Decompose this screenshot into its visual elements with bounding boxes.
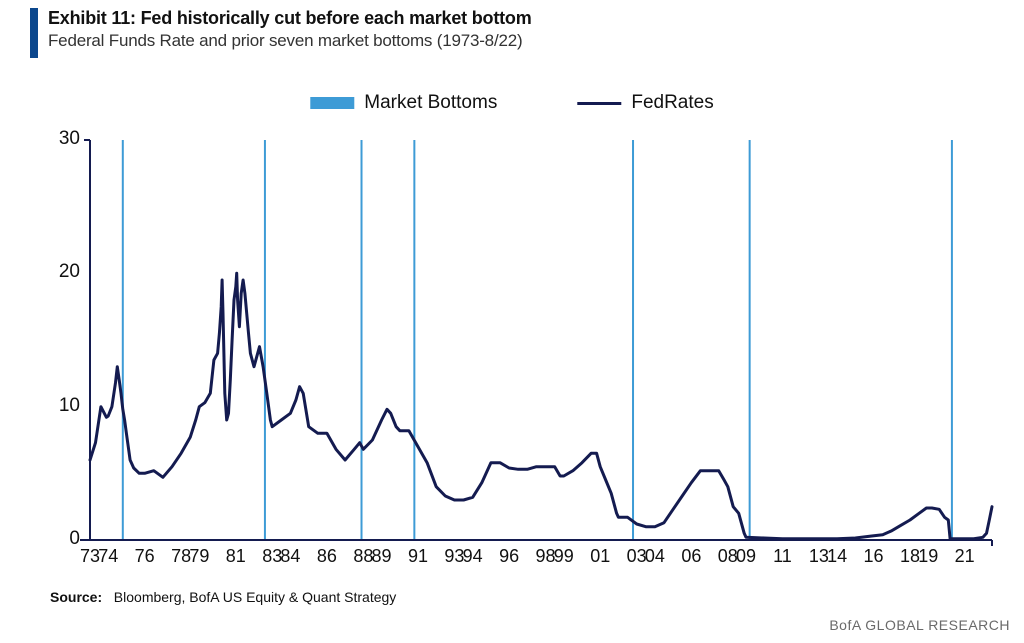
x-tick-label: 01 [590,546,610,567]
x-tick-label: 19 [918,546,938,567]
x-tick-label: 81 [226,546,246,567]
x-tick-label: 79 [189,546,209,567]
legend-item-market-bottoms: Market Bottoms [310,92,497,114]
x-tick-label: 84 [280,546,300,567]
x-tick-label: 91 [408,546,428,567]
x-tick-label: 89 [372,546,392,567]
legend: Market Bottoms FedRates [310,92,713,114]
x-tick-label: 11 [773,546,792,567]
source-line: Source: Bloomberg, BofA US Equity & Quan… [50,589,396,605]
chart-subtitle: Federal Funds Rate and prior seven marke… [48,31,532,51]
brand-label: BofA GLOBAL RESEARCH [829,617,1010,633]
legend-swatch-line [577,102,621,105]
x-tick-label: 93 [444,546,464,567]
y-tick-label: 10 [46,395,80,417]
title-accent-bar [30,8,38,58]
x-tick-label: 14 [827,546,847,567]
legend-item-fedrates: FedRates [577,92,713,114]
x-tick-label: 94 [463,546,483,567]
x-tick-label: 04 [645,546,665,567]
legend-label: FedRates [631,92,713,114]
chart-area: 0102030 73747678798183848688899193949698… [40,120,1000,570]
chart-svg [40,120,1000,570]
fed-rates-line [90,273,992,538]
x-tick-label: 08 [718,546,738,567]
x-tick-label: 98 [536,546,556,567]
x-tick-label: 99 [554,546,574,567]
x-tick-label: 03 [627,546,647,567]
chart-title: Exhibit 11: Fed historically cut before … [48,8,532,29]
x-tick-label: 09 [736,546,756,567]
legend-swatch-bar [310,97,354,109]
y-tick-label: 0 [46,528,80,550]
y-tick-label: 20 [46,261,80,283]
x-tick-label: 76 [135,546,155,567]
page: { "title": { "text": "Exhibit 11: Fed hi… [0,0,1024,643]
x-tick-label: 83 [262,546,282,567]
x-tick-label: 21 [955,546,975,567]
x-tick-label: 74 [98,546,118,567]
x-tick-label: 13 [809,546,829,567]
x-tick-label: 86 [317,546,337,567]
x-tick-label: 16 [864,546,884,567]
source-label: Source: [50,589,102,605]
source-text: Bloomberg, BofA US Equity & Quant Strate… [114,589,396,605]
x-tick-label: 06 [681,546,701,567]
title-block: Exhibit 11: Fed historically cut before … [30,8,532,58]
x-tick-label: 18 [900,546,920,567]
x-tick-label: 96 [499,546,519,567]
legend-label: Market Bottoms [364,92,497,114]
x-tick-label: 78 [171,546,191,567]
y-tick-label: 30 [46,128,80,150]
x-tick-label: 88 [353,546,373,567]
x-tick-label: 73 [80,546,100,567]
